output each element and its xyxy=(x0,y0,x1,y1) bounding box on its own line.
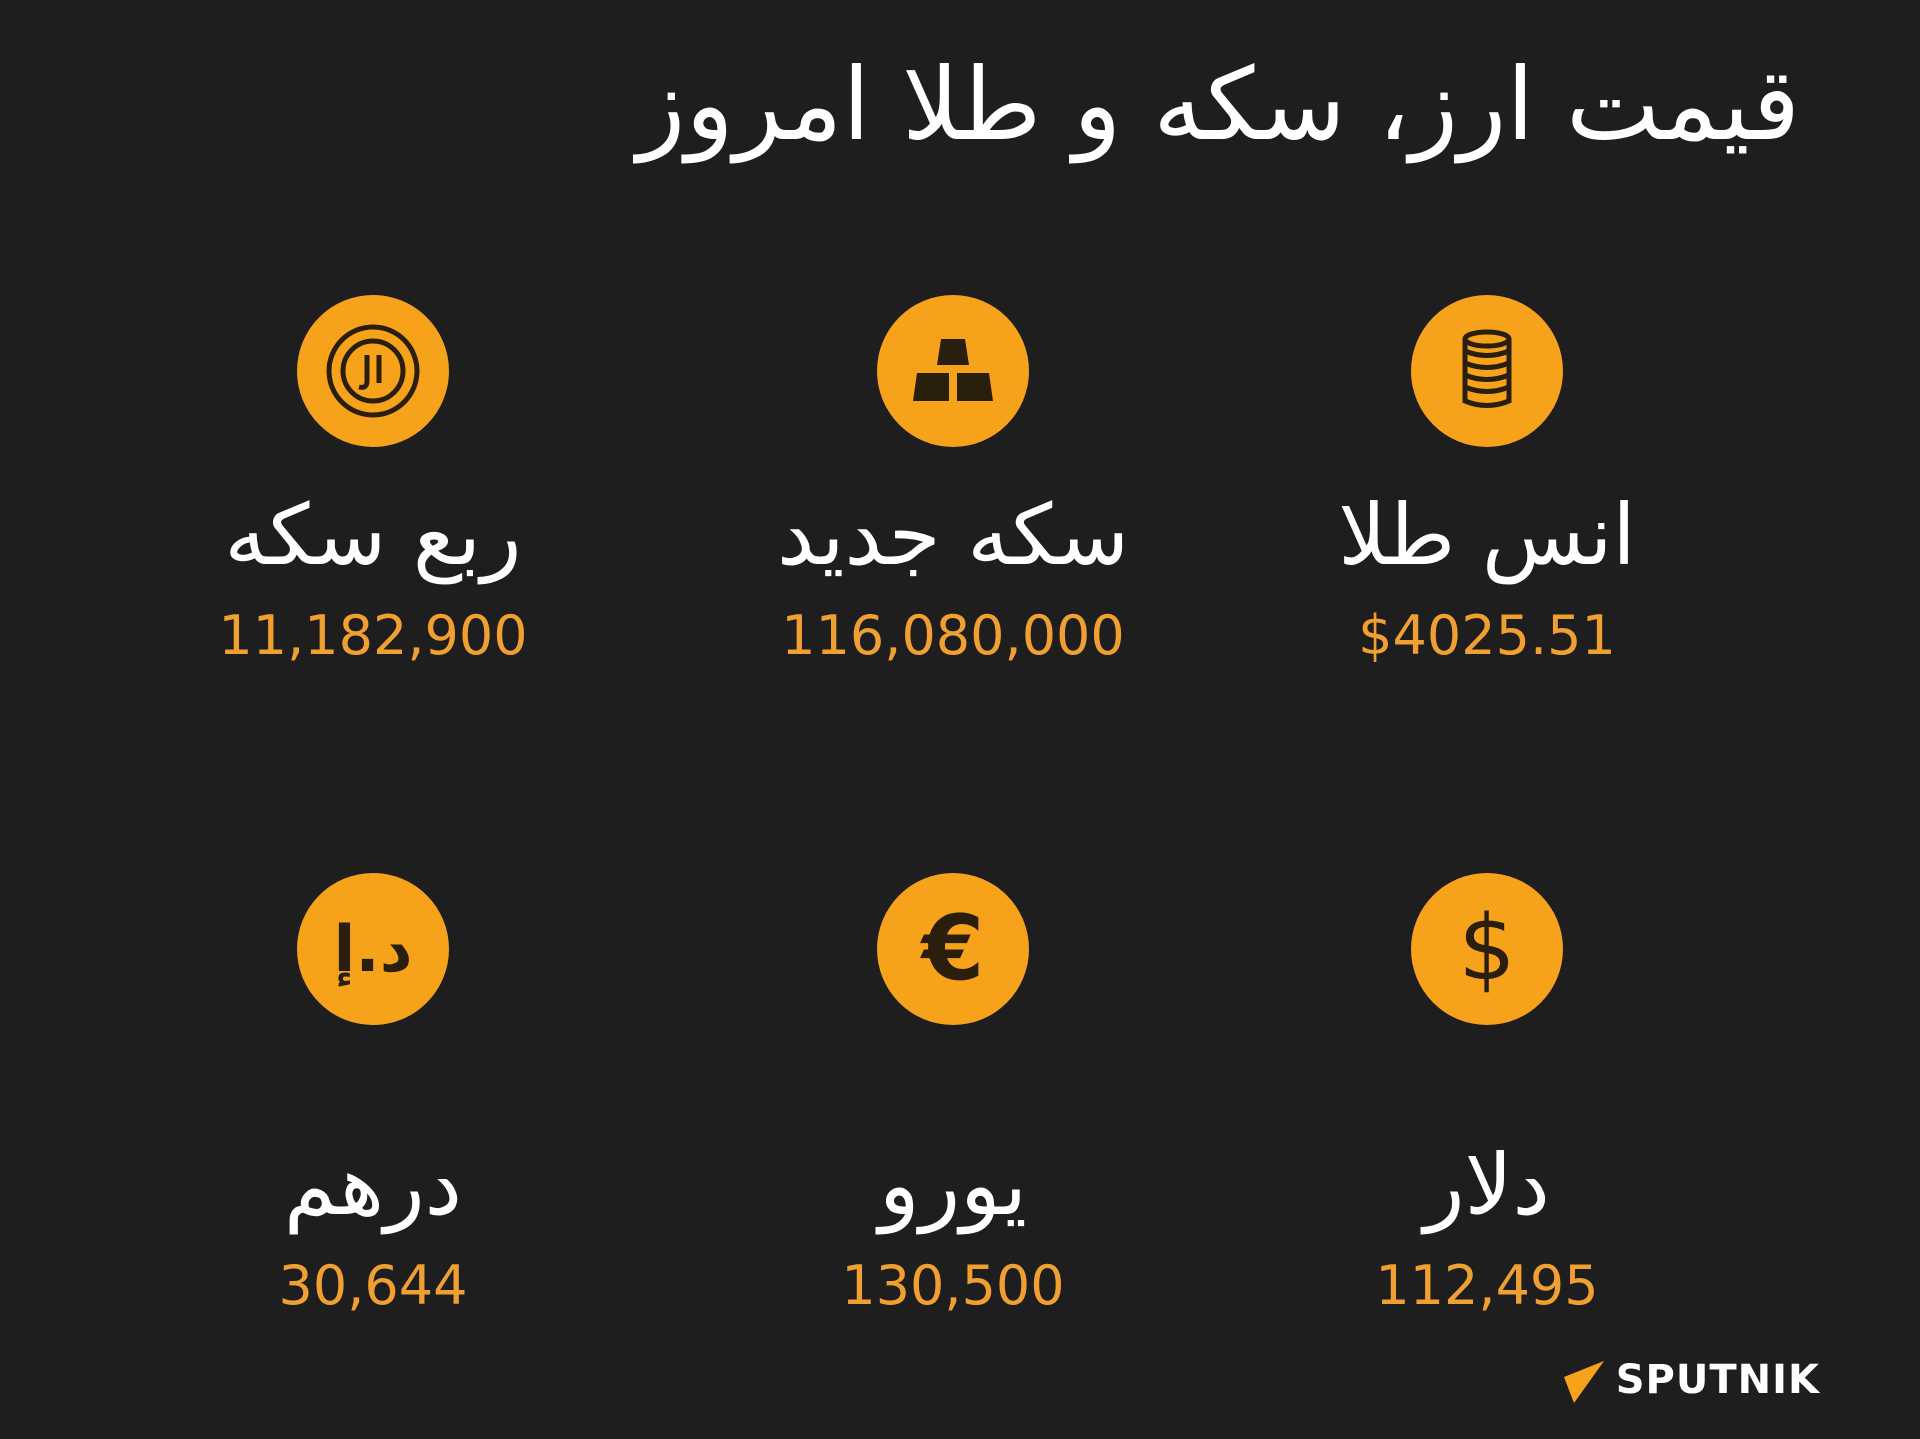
item-value: 116,080,000 xyxy=(781,603,1125,667)
gold-bars-icon xyxy=(877,295,1029,447)
svg-text:$: $ xyxy=(1458,899,1515,999)
dirham-icon: د.إ xyxy=(297,873,449,1025)
item-euro: € یورو 130,500 xyxy=(693,873,1213,1317)
item-dollar: $ دلار 112,495 xyxy=(1227,873,1747,1317)
dollar-icon: $ xyxy=(1411,873,1563,1025)
item-quarter-coin: ربع سکه 11,182,900 xyxy=(113,295,633,667)
page-title: قیمت ارز، سکه و طلا امروز xyxy=(637,46,1800,163)
item-label: سکه جدید xyxy=(777,486,1129,584)
svg-text:€: € xyxy=(920,899,985,999)
coin-stack-icon xyxy=(1411,295,1563,447)
item-label: دلار xyxy=(1424,1136,1550,1234)
item-label: ربع سکه xyxy=(224,486,522,584)
item-gold-ounce: انس طلا $4025.51 xyxy=(1227,295,1747,667)
item-value: 130,500 xyxy=(841,1253,1065,1317)
logo-text: SPUTNIK xyxy=(1615,1357,1820,1403)
item-label: درهم xyxy=(283,1136,463,1234)
item-dirham: د.إ درهم 30,644 xyxy=(113,873,633,1317)
item-label: یورو xyxy=(879,1136,1027,1234)
sputnik-logo: SPUTNIK xyxy=(1560,1355,1820,1405)
item-new-coin: سکه جدید 116,080,000 xyxy=(693,295,1213,667)
euro-icon: € xyxy=(877,873,1029,1025)
item-value: 112,495 xyxy=(1375,1253,1599,1317)
item-value: $4025.51 xyxy=(1358,603,1616,667)
item-value: 11,182,900 xyxy=(218,603,528,667)
rial-coin-icon xyxy=(297,295,449,447)
item-label: انس طلا xyxy=(1338,486,1636,584)
sputnik-logo-icon xyxy=(1563,1361,1604,1403)
item-value: 30,644 xyxy=(278,1253,468,1317)
svg-text:د.إ: د.إ xyxy=(333,913,412,987)
